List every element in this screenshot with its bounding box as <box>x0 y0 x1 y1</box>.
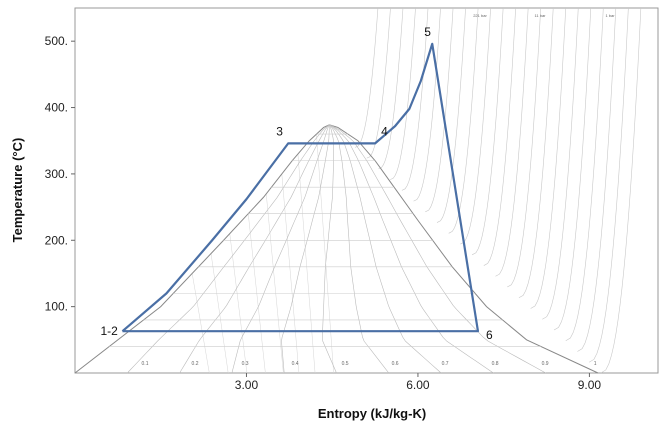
isobar-line <box>366 7 391 159</box>
isobar-line <box>483 7 516 266</box>
quality-line <box>179 124 330 374</box>
isobar-line <box>495 7 529 277</box>
quality-label: 0.5 <box>342 361 349 367</box>
isobar-line <box>507 7 541 288</box>
quality-line <box>322 124 337 374</box>
isobar-line <box>542 7 579 320</box>
isobar-label: 11 bar <box>534 13 546 18</box>
isobar-line <box>354 7 379 148</box>
isobar-line <box>413 7 441 202</box>
saturation-dome <box>74 124 599 374</box>
quality-label: 0.8 <box>492 361 499 367</box>
y-tick-label: 100. <box>45 300 68 314</box>
isobar-lines <box>191 7 642 374</box>
quality-line <box>329 124 546 374</box>
quality-label: 0.1 <box>142 361 149 367</box>
liquid-line <box>191 273 210 374</box>
quality-label: 0.7 <box>442 361 449 367</box>
isobar-line <box>600 7 642 374</box>
state-label-3: 3 <box>276 124 283 138</box>
plot-frame <box>74 7 659 374</box>
isobar-line <box>530 7 567 309</box>
isobar-line <box>390 7 416 180</box>
state-label-1-2: 1-2 <box>100 324 118 338</box>
x-tick-label: 9.00 <box>578 378 602 392</box>
quality-label: 1 <box>594 361 597 367</box>
quality-label: 0.4 <box>292 361 299 367</box>
isobar-label: 221 bar <box>473 13 487 18</box>
y-tick-label: 400. <box>45 101 68 115</box>
liquid-line <box>316 134 334 374</box>
x-axis-label: Entropy (kJ/kg-K) <box>318 406 426 421</box>
isobar-line <box>425 7 454 213</box>
state-label-6: 6 <box>486 328 493 342</box>
quality-label: 0.9 <box>542 361 549 367</box>
rankine-cycle <box>121 42 480 333</box>
quality-label: 0.2 <box>192 361 199 367</box>
isobar-line <box>518 7 554 299</box>
liquid-line <box>265 193 284 374</box>
x-tick-label: 3.00 <box>235 378 259 392</box>
isobar-line <box>401 7 429 191</box>
quality-line <box>127 124 330 374</box>
state-label-5: 5 <box>424 25 431 39</box>
liquid-line <box>210 253 229 374</box>
y-axis-label: Temperature (°C) <box>10 138 25 243</box>
quality-label: 0.6 <box>392 361 399 367</box>
liquid-line <box>229 233 248 374</box>
isobar-line <box>577 7 617 352</box>
cycle-path <box>121 42 480 333</box>
y-tick-label: 200. <box>45 233 68 247</box>
state-label-4: 4 <box>381 124 388 138</box>
quality-line <box>329 124 442 374</box>
isobar-line <box>565 7 604 342</box>
liquid-line <box>281 173 300 374</box>
isobar-line <box>436 7 466 223</box>
axis-ticks: 3.00 6.00 9.00 100. 200. 300. 400. 500. <box>45 34 602 392</box>
plot-border <box>74 7 659 374</box>
y-tick-label: 500. <box>45 34 68 48</box>
annotations: 0.1 0.2 0.3 0.4 0.5 0.6 0.7 0.8 0.9 1 221 bar 11 ba… <box>100 13 615 367</box>
quality-line <box>231 124 330 374</box>
liquid-line <box>297 153 316 374</box>
y-tick-label: 300. <box>45 167 68 181</box>
x-tick-label: 6.00 <box>406 378 430 392</box>
isobar-line <box>553 7 592 331</box>
isobar-line <box>378 7 404 170</box>
isobar-line <box>448 7 479 234</box>
quality-line <box>329 124 494 374</box>
quality-label: 0.3 <box>242 361 249 367</box>
saturation-curve <box>74 124 599 374</box>
isobar-line <box>588 7 629 363</box>
isobar-line <box>460 7 491 245</box>
isobar-line <box>471 7 504 256</box>
isobar-label: 1 bar <box>605 13 615 18</box>
